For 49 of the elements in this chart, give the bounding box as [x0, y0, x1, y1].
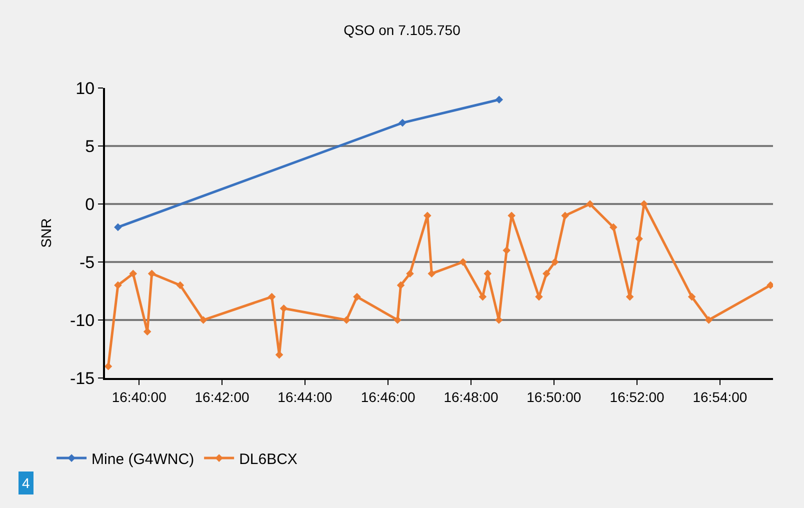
x-tick-label: 16:40:00: [112, 388, 167, 405]
point: [105, 362, 112, 370]
text: 4: [22, 475, 30, 491]
y-tick-label: 5: [85, 136, 95, 156]
point: [428, 270, 436, 278]
point: [478, 292, 487, 301]
point: [199, 316, 208, 324]
point: [542, 270, 550, 278]
point: [148, 270, 156, 278]
point: [459, 258, 467, 266]
point: [176, 281, 184, 290]
legend-label: DL6BCX: [239, 450, 298, 468]
point: [114, 223, 122, 232]
point: [502, 246, 510, 254]
point: [561, 212, 570, 220]
point: [280, 304, 288, 312]
x-tick-label: 16:54:00: [692, 388, 748, 405]
x-tick-label: 16:50:00: [526, 388, 582, 405]
y-tick-label: -15: [70, 368, 95, 388]
y-tick-label: -5: [79, 252, 95, 272]
x-tick-label: 16:48:00: [444, 388, 498, 405]
point: [406, 270, 414, 278]
point: [424, 212, 432, 220]
point: [353, 292, 361, 301]
point: [635, 234, 643, 243]
x-tick-label: 16:46:00: [360, 388, 416, 405]
y-tick-label: 10: [76, 78, 95, 98]
y-tick-label: -10: [70, 310, 95, 330]
x-tick-label: 16:52:00: [610, 388, 665, 405]
point: [114, 281, 122, 290]
point: [394, 316, 402, 324]
y-tick-label: 0: [85, 194, 95, 214]
x-tick-label: 16:44:00: [278, 388, 332, 405]
point: [766, 281, 773, 290]
point: [129, 270, 138, 278]
point: [704, 316, 713, 324]
point: [268, 292, 276, 301]
point: [398, 118, 406, 127]
y-axis-title: SNR: [38, 218, 54, 248]
point: [342, 316, 350, 324]
x-tick-label: 16:42:00: [194, 388, 250, 405]
chart-title: QSO on 7.105.750: [344, 22, 461, 38]
point: [551, 258, 559, 266]
point: [688, 292, 696, 301]
point: [610, 223, 618, 232]
point: [586, 200, 594, 208]
point: [495, 96, 504, 104]
legend-label: Mine (G4WNC): [92, 450, 194, 468]
point: [396, 281, 405, 290]
